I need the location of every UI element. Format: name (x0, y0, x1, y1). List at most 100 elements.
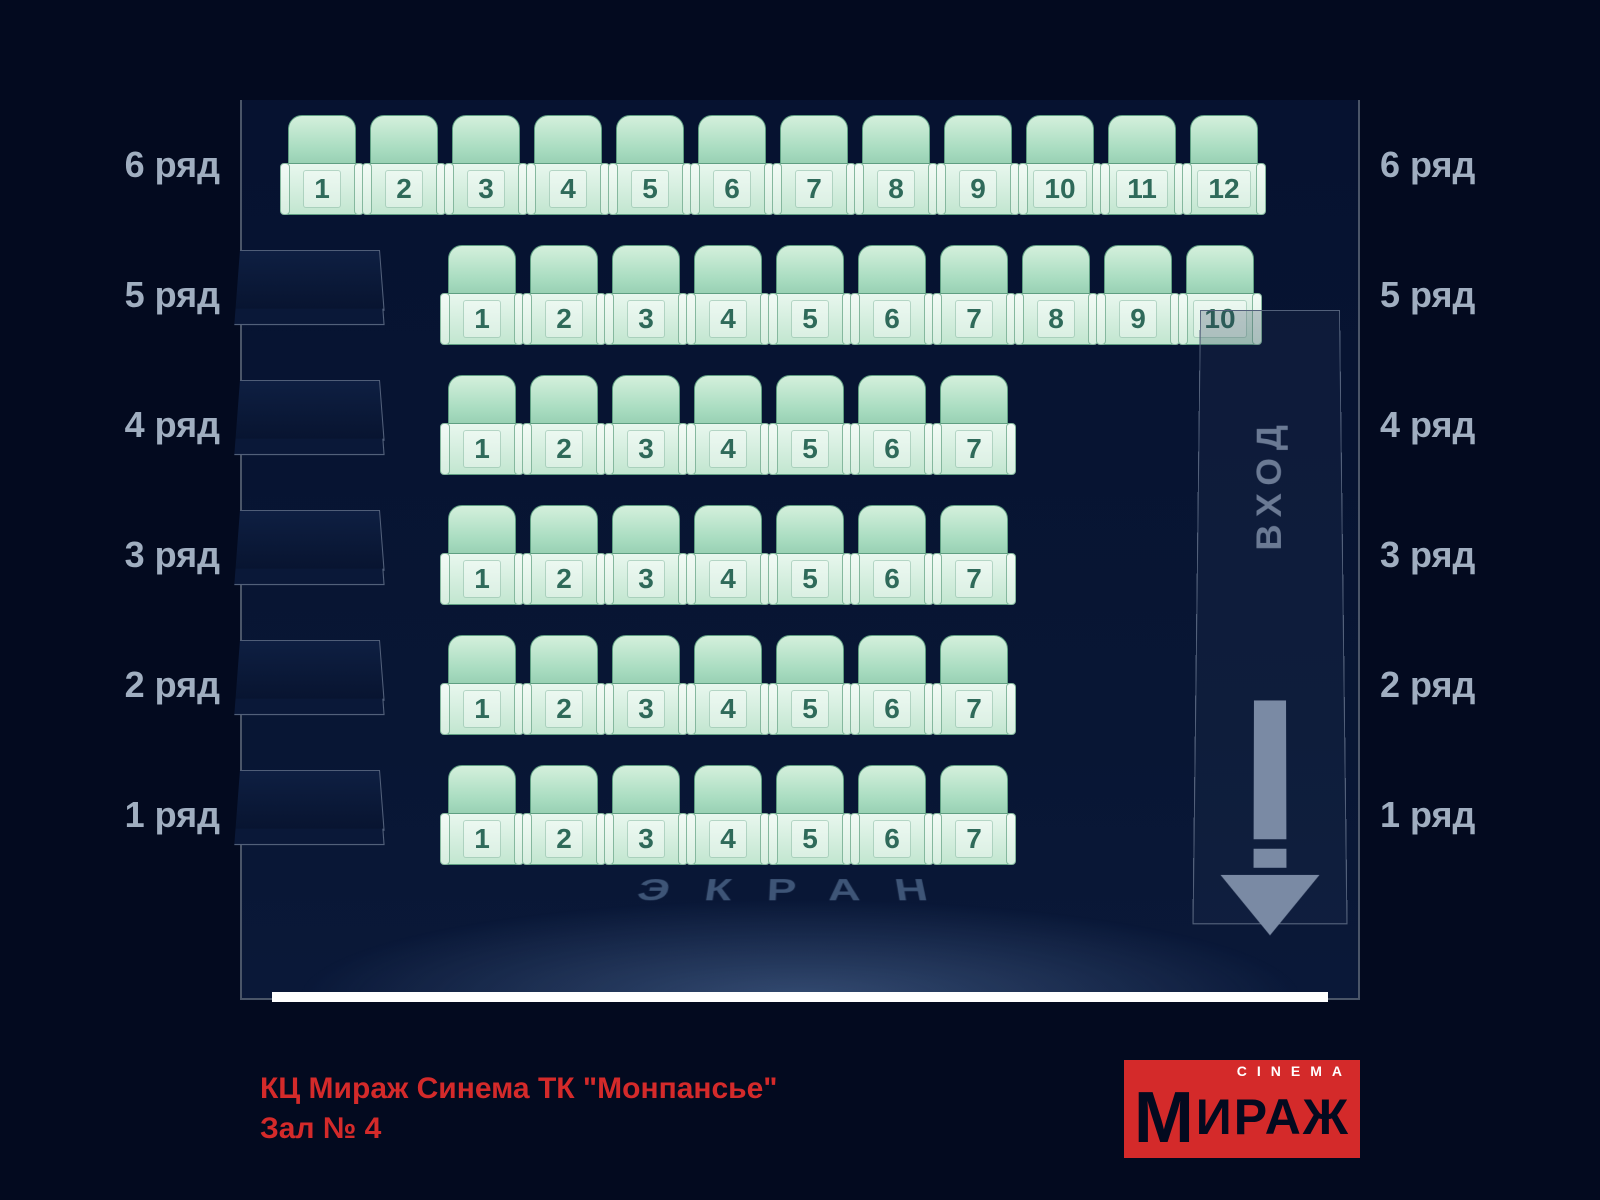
seat-number: 7 (955, 430, 993, 468)
seat-arm (604, 683, 614, 735)
seat[interactable]: 4 (688, 505, 768, 605)
seat[interactable]: 8 (856, 115, 936, 215)
seat[interactable]: 3 (606, 765, 686, 865)
seat-arm (522, 423, 532, 475)
seat[interactable]: 6 (852, 635, 932, 735)
seat-base: 6 (852, 293, 932, 345)
seat-arm (768, 813, 778, 865)
seat[interactable]: 4 (688, 765, 768, 865)
seat-number: 4 (549, 170, 587, 208)
seat[interactable]: 6 (852, 375, 932, 475)
seat[interactable]: 6 (852, 765, 932, 865)
seat[interactable]: 6 (692, 115, 772, 215)
seat-base: 7 (774, 163, 854, 215)
seat-row: 12345678910 (242, 230, 1358, 360)
seat[interactable]: 1 (442, 765, 522, 865)
seat[interactable]: 4 (688, 635, 768, 735)
seat[interactable]: 2 (364, 115, 444, 215)
seat-arm (850, 423, 860, 475)
seat-number: 2 (545, 690, 583, 728)
seat[interactable]: 6 (852, 505, 932, 605)
seat[interactable]: 5 (770, 245, 850, 345)
seat-arm (1182, 163, 1192, 215)
seat[interactable]: 5 (770, 765, 850, 865)
row-label: 1 ряд (40, 750, 240, 880)
seat[interactable]: 7 (934, 245, 1014, 345)
seat[interactable]: 8 (1016, 245, 1096, 345)
seat-arm (522, 553, 532, 605)
seat-arm (440, 553, 450, 605)
seat-arm (362, 163, 372, 215)
row-step (235, 770, 384, 831)
seat[interactable]: 1 (282, 115, 362, 215)
seat[interactable]: 1 (442, 375, 522, 475)
seat[interactable]: 5 (770, 505, 850, 605)
seat[interactable]: 7 (774, 115, 854, 215)
seats-wrap: 1234567 (442, 635, 1014, 735)
seat[interactable]: 7 (934, 765, 1014, 865)
seat-arm (604, 813, 614, 865)
row-step (235, 640, 384, 701)
seat-arm (1006, 683, 1016, 735)
screen-line (272, 992, 1328, 1002)
seat[interactable]: 7 (934, 505, 1014, 605)
seat-arm (686, 553, 696, 605)
seat[interactable]: 7 (934, 375, 1014, 475)
seat[interactable]: 3 (606, 245, 686, 345)
seat[interactable]: 4 (528, 115, 608, 215)
seat-base: 5 (770, 553, 850, 605)
seat-number: 1 (463, 820, 501, 858)
seat[interactable]: 4 (688, 375, 768, 475)
seat[interactable]: 3 (606, 375, 686, 475)
seat[interactable]: 12 (1184, 115, 1264, 215)
seat-base: 12 (1184, 163, 1264, 215)
seat-arm (526, 163, 536, 215)
seat[interactable]: 1 (442, 635, 522, 735)
seat-arm (690, 163, 700, 215)
row-label: 1 ряд (1360, 750, 1560, 880)
seat-number: 8 (1037, 300, 1075, 338)
rows-area: 1234567891011121234567891012345671234567… (242, 100, 1358, 880)
seat-number: 11 (1116, 170, 1168, 208)
seat[interactable]: 2 (524, 635, 604, 735)
seat-arm (850, 813, 860, 865)
seat[interactable]: 3 (606, 635, 686, 735)
seat-arm (1006, 553, 1016, 605)
seat-row: 123456 7 (242, 360, 1358, 490)
seat-number: 6 (873, 690, 911, 728)
seat-number: 5 (631, 170, 669, 208)
seat-number: 5 (791, 300, 829, 338)
seat[interactable]: 11 (1102, 115, 1182, 215)
seat-number: 1 (463, 560, 501, 598)
seat[interactable]: 1 (442, 245, 522, 345)
seat[interactable]: 2 (524, 245, 604, 345)
seat[interactable]: 10 (1020, 115, 1100, 215)
seat[interactable]: 1 (442, 505, 522, 605)
seat-base: 8 (1016, 293, 1096, 345)
seat[interactable]: 2 (524, 505, 604, 605)
seat-arm (1178, 293, 1188, 345)
seat[interactable]: 2 (524, 375, 604, 475)
seat-arm (854, 163, 864, 215)
seat-base: 2 (524, 683, 604, 735)
seat-number: 6 (873, 430, 911, 468)
seat[interactable]: 7 (934, 635, 1014, 735)
seat[interactable]: 5 (610, 115, 690, 215)
seat[interactable]: 9 (938, 115, 1018, 215)
seat[interactable]: 6 (852, 245, 932, 345)
seats-wrap: 1234567 (442, 765, 1014, 865)
seat-base: 1 (442, 553, 522, 605)
seat[interactable]: 3 (446, 115, 526, 215)
seat[interactable]: 3 (606, 505, 686, 605)
screen-glow (292, 898, 1308, 998)
seat[interactable]: 9 (1098, 245, 1178, 345)
seat-base: 4 (688, 423, 768, 475)
seat[interactable]: 5 (770, 635, 850, 735)
seat-base: 4 (688, 813, 768, 865)
seat-base: 7 (934, 553, 1014, 605)
seat-arm (608, 163, 618, 215)
seat[interactable]: 5 (770, 375, 850, 475)
seat-base: 3 (606, 293, 686, 345)
seat[interactable]: 2 (524, 765, 604, 865)
seat[interactable]: 4 (688, 245, 768, 345)
